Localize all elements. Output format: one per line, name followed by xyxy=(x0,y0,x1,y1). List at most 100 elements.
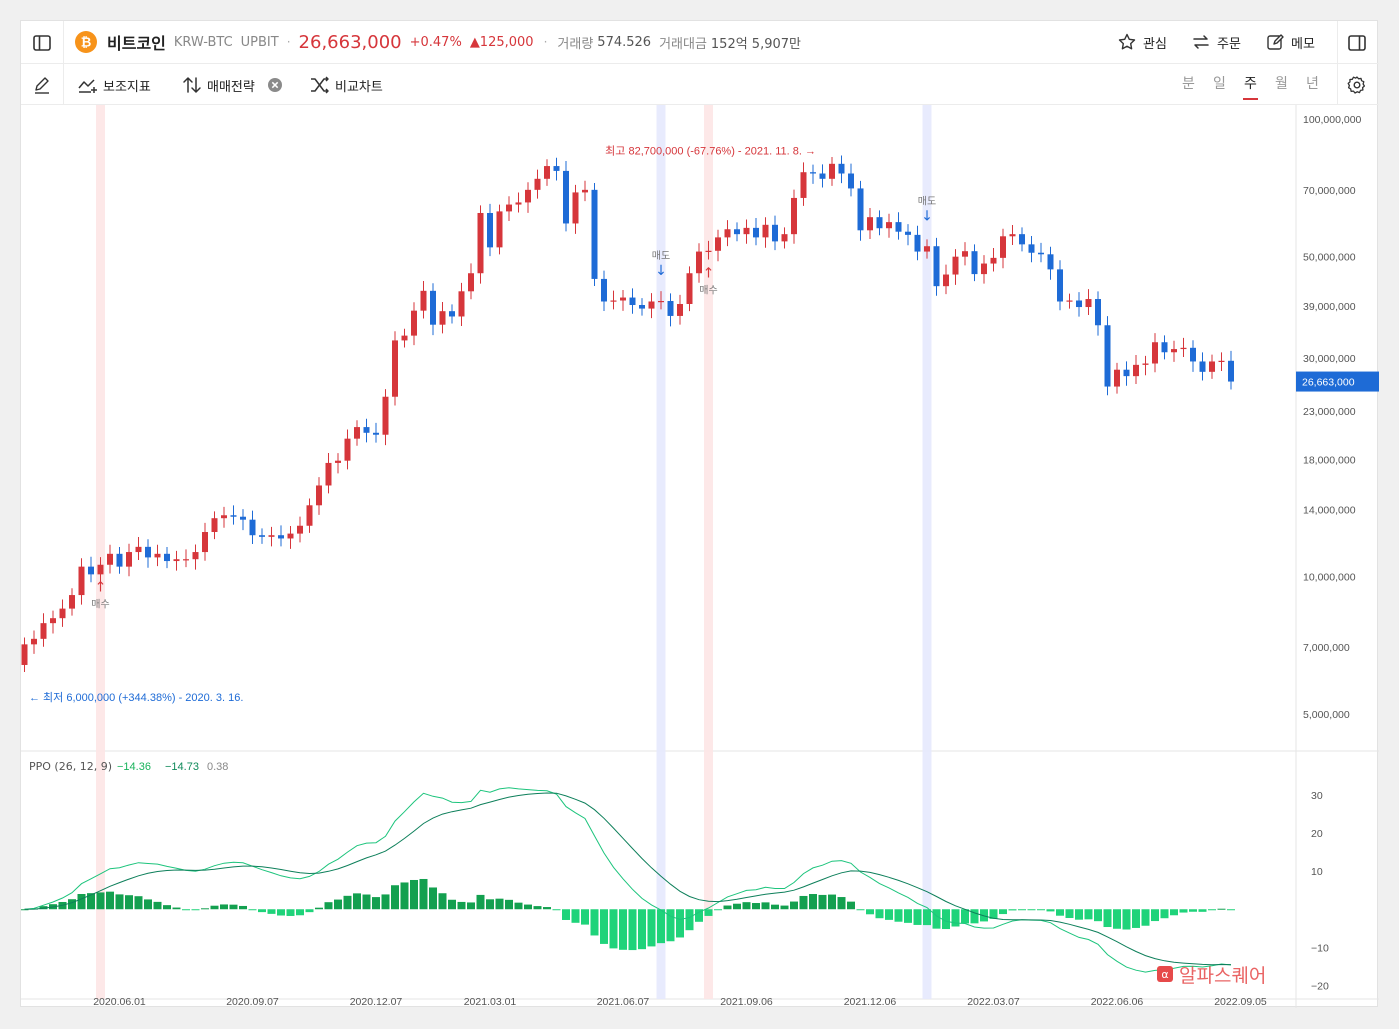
ppo-histogram-bar xyxy=(87,893,95,910)
price-tick-label: 5,000,000 xyxy=(1303,709,1350,721)
candle-body xyxy=(268,535,275,537)
chart-area[interactable]: 100,000,000 70,000,000 50,000,000 39,000,00… xyxy=(21,105,1379,1008)
candle-body xyxy=(411,310,417,336)
favorite-button[interactable]: 관심 xyxy=(1117,31,1167,53)
price-tick-label: 7,000,000 xyxy=(1303,642,1350,654)
price-tick-label: 39,000,000 xyxy=(1303,301,1356,313)
candle-body xyxy=(933,246,940,287)
candle-body xyxy=(487,212,493,248)
memo-button[interactable]: 메모 xyxy=(1265,31,1315,53)
remove-strategy-icon[interactable] xyxy=(267,77,283,93)
turnover-label: 거래대금 xyxy=(659,36,707,52)
ppo-histogram-bar xyxy=(894,909,903,922)
sidebar-toggle-icon[interactable] xyxy=(31,32,53,54)
candle-body xyxy=(601,278,607,302)
ppo-histogram-bar xyxy=(970,909,979,924)
bitcoin-icon: ₿ xyxy=(75,31,97,53)
period-tab[interactable]: 주 xyxy=(1235,74,1266,100)
candle-body xyxy=(724,229,731,238)
current-price: 26,663,000 xyxy=(298,31,402,53)
candle-body xyxy=(990,257,997,264)
period-tab[interactable]: 일 xyxy=(1213,76,1226,92)
ppo-histogram-bar xyxy=(1170,909,1178,916)
ppo-histogram-bar xyxy=(1217,908,1226,910)
ppo-histogram-bar xyxy=(1027,909,1036,911)
candle-body xyxy=(1019,234,1025,245)
ppo-histogram-bar xyxy=(210,905,219,910)
candle-body xyxy=(78,566,85,596)
candle-body xyxy=(430,290,436,325)
ppo-histogram-bar xyxy=(761,902,770,910)
candle-body xyxy=(316,485,322,506)
candle-body xyxy=(905,231,911,235)
ppo-histogram-bar xyxy=(229,904,238,910)
candle-body xyxy=(1038,252,1044,255)
ppo-histogram-bar xyxy=(125,895,133,910)
compare-chart-button[interactable]: 비교차트 xyxy=(309,74,383,96)
candle-body xyxy=(563,170,569,224)
ppo-histogram-bar xyxy=(267,909,276,914)
time-tick-label: 2021.12.06 xyxy=(844,996,897,1008)
candle-body xyxy=(753,227,759,238)
period-tab[interactable]: 년 xyxy=(1306,76,1319,92)
ppo-histogram-bar xyxy=(239,905,247,910)
period-tab[interactable]: 월 xyxy=(1275,76,1288,92)
ppo-histogram-bar xyxy=(524,904,532,910)
ppo-histogram-bar xyxy=(305,909,314,913)
ppo-histogram-bar xyxy=(1122,909,1131,930)
time-tick-label: 2021.09.06 xyxy=(720,996,773,1008)
ppo-line xyxy=(24,787,1232,973)
ppo-histogram-bar xyxy=(619,909,627,950)
drawing-pen-icon[interactable] xyxy=(31,74,53,96)
candle-body xyxy=(392,340,398,397)
indicators-button[interactable]: 보조지표 xyxy=(77,74,151,96)
ppo-histogram-bar xyxy=(1084,909,1093,920)
order-label: 주문 xyxy=(1217,36,1241,52)
candle-body xyxy=(183,559,189,561)
signal-band-buy xyxy=(704,105,713,999)
strategy-button[interactable]: 매매전략 xyxy=(181,74,283,96)
ppo-histogram-bar xyxy=(657,909,665,944)
gear-icon[interactable] xyxy=(1346,74,1368,96)
ppo-histogram-bar xyxy=(780,905,789,910)
ppo-histogram-bar xyxy=(875,909,884,919)
edit-note-icon xyxy=(1265,32,1285,52)
ppo-histogram-bar xyxy=(543,907,551,910)
ppo-histogram-bar xyxy=(457,901,466,910)
candle-body xyxy=(1161,342,1168,353)
right-panel-toggle-icon[interactable] xyxy=(1346,32,1368,54)
indicators-label: 보조지표 xyxy=(103,79,151,95)
ppo-histogram-bar xyxy=(1208,909,1216,911)
high-annotation: 최고 82,700,000 (-67.76%) - 2021. 11. 8. → xyxy=(605,145,816,158)
candle-body xyxy=(791,197,797,235)
candle-body xyxy=(1123,369,1130,377)
ppo-histogram-bar xyxy=(847,901,855,910)
period-tab[interactable]: 분 xyxy=(1182,76,1195,92)
favorite-label: 관심 xyxy=(1143,36,1167,52)
ppo-histogram-bar xyxy=(856,909,865,911)
candle-body xyxy=(705,250,712,252)
ppo-signal-line xyxy=(24,792,1232,966)
price-tick-label: 10,000,000 xyxy=(1303,571,1356,583)
current-price-tag xyxy=(1296,371,1379,392)
market-code: KRW-BTC xyxy=(173,34,233,50)
ppo-histogram-bar xyxy=(1075,909,1083,920)
candle-body xyxy=(135,546,142,553)
candle-body xyxy=(145,546,151,558)
time-tick-label: 2021.06.07 xyxy=(597,996,650,1008)
signal-band-sell xyxy=(656,105,666,999)
candle-body xyxy=(810,172,816,174)
order-button[interactable]: 주문 xyxy=(1191,31,1241,53)
candle-body xyxy=(1152,342,1158,364)
ppo-tick-label: −20 xyxy=(1311,980,1329,992)
time-tick-label: 2021.03.01 xyxy=(464,996,517,1008)
ppo-histogram-bar xyxy=(714,909,722,911)
ppo-histogram-bar xyxy=(343,895,352,910)
candle-body xyxy=(458,291,465,317)
candle-body xyxy=(164,553,170,562)
ppo-histogram-bar xyxy=(1056,909,1064,916)
ppo-histogram-bar xyxy=(828,894,836,910)
ppo-histogram-bar xyxy=(39,906,48,910)
candle-body xyxy=(335,460,341,463)
